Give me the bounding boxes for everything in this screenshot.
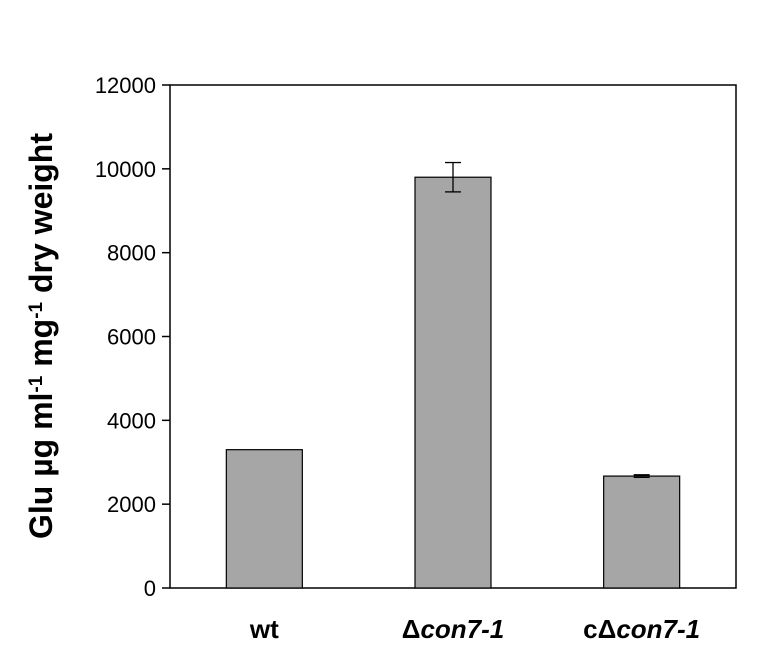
category-label-1: Δcon7-1 xyxy=(402,614,505,644)
category-label-part: con7-1 xyxy=(616,614,700,644)
y-tick-label: 12000 xyxy=(95,73,156,98)
bar-2 xyxy=(603,475,681,589)
y-axis-label-part: Glu µg ml xyxy=(23,393,59,539)
y-axis-label-part: -1 xyxy=(26,375,47,392)
category-label-2: cΔcon7-1 xyxy=(583,614,700,644)
category-label-part: wt xyxy=(249,614,279,644)
y-axis-label-part: -1 xyxy=(26,301,47,318)
category-label-part: con7-1 xyxy=(420,614,504,644)
y-axis-label-part: mg xyxy=(23,319,59,376)
y-tick-label: 2000 xyxy=(107,492,156,517)
y-tick-label: 0 xyxy=(144,576,156,601)
y-tick-label: 10000 xyxy=(95,157,156,182)
bars xyxy=(225,176,681,589)
y-axis-label-part: dry weight xyxy=(23,133,59,302)
category-label-0: wt xyxy=(249,614,279,644)
y-tick-label: 8000 xyxy=(107,241,156,266)
bar-1 xyxy=(414,176,492,589)
y-axis: 0 2000 4000 6000 8000 10000 12000 xyxy=(95,73,170,601)
y-axis-label: Glu µg ml-1 mg-1 dry weight xyxy=(23,133,59,539)
y-tick-label: 6000 xyxy=(107,325,156,350)
category-label-part: cΔ xyxy=(583,614,616,644)
x-axis-labels: wt Δcon7-1 cΔcon7-1 xyxy=(249,614,700,644)
y-tick-label: 4000 xyxy=(107,408,156,433)
bar-0 xyxy=(225,449,303,589)
error-bars xyxy=(445,161,650,478)
category-label-part: Δ xyxy=(402,614,421,644)
